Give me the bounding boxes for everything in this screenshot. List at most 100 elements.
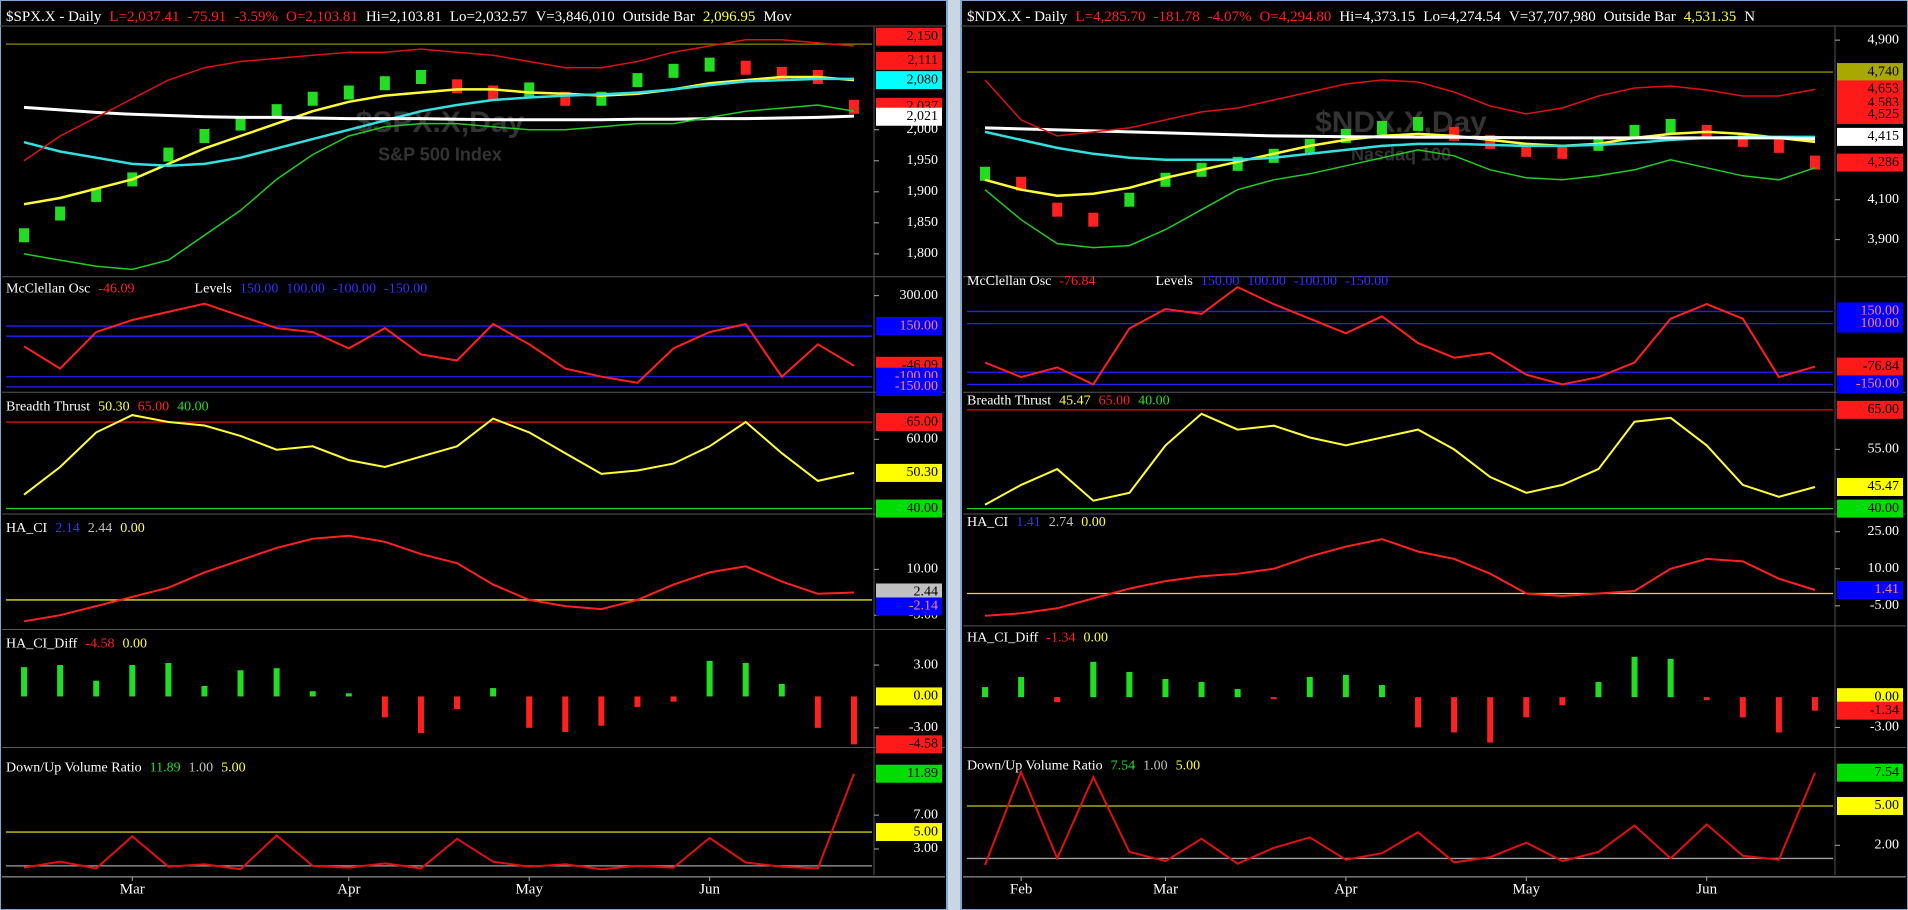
bar [1451,697,1458,733]
price-tag-label: -150.00 [895,379,938,394]
price-tag-label: 7.54 [1875,765,1900,780]
candle [19,228,30,243]
label-text: L=2,037.41 [109,9,179,25]
bar [490,688,497,697]
candle [488,85,499,100]
label-text: Down/Up Volume Ratio [967,759,1103,774]
candle [343,85,354,100]
label-row: McClellan Osc -46.09 Levels 150.00 100.00 -10… [6,282,427,297]
bar [1198,682,1205,698]
candle [632,73,643,88]
label-row: $NDX.X - Daily L=4,285.70 -181.78 -4.07% O=4… [967,9,1755,25]
y-tick-label: 1,950 [907,153,939,168]
header: $NDX.X - Daily L=4,285.70 -181.78 -4.07% O=4… [967,9,1755,25]
bar [309,691,316,697]
candle [1376,120,1387,135]
window-background [960,0,1908,910]
panel [6,773,872,871]
series-line [23,534,855,623]
label-text: 65.00 [138,400,170,415]
label-row: HA_CI 2.14 2.44 0.00 [6,521,145,536]
candle [560,91,571,106]
header: $SPX.X - Daily L=2,037.41 -75.91 -3.59% O=2,… [6,9,792,25]
x-tick-label: Apr [1334,881,1357,897]
candle [163,147,174,162]
price-tag [1837,477,1903,496]
price-tag-label: -2.14 [909,599,938,614]
y-tick-label: 1,900 [907,184,939,199]
candle [1160,172,1171,187]
series-line [23,39,855,162]
label-text: V=3,846,010 [535,9,614,25]
price-tag-label: 100.00 [1861,316,1900,331]
series-line [23,302,855,384]
price-tag [876,735,942,754]
price-tag [876,317,942,336]
price-tag-label: 4,740 [1868,64,1900,79]
bar [1739,697,1746,718]
series-line [23,77,854,168]
label-text: HA_CI [967,515,1009,530]
label-text: 0.00 [1083,631,1108,646]
label-text: 2,096.95 [703,9,756,25]
price-tag-label: 1.41 [1875,582,1900,597]
series-line [984,79,1816,137]
bar [1162,678,1169,698]
bar [1775,697,1782,733]
watermark: S&P 500 Index [378,144,502,164]
label-text: HA_CI [6,521,48,536]
series-line [23,773,855,871]
label-text: 100.00 [1247,274,1286,289]
label-text: $SPX.X - Daily [6,9,102,25]
price-tag [1837,357,1903,376]
price-tag [1837,314,1903,333]
label-text: HA_CI_Diff [967,631,1039,646]
price-tag-label: 65.00 [1868,402,1900,417]
bar [634,696,641,707]
bar [237,670,244,697]
label-text: -181.78 [1154,9,1200,25]
price-tag [1837,63,1903,82]
price-tag [1837,688,1903,707]
y-tick-label: 2.00 [1875,838,1900,853]
label-text: -4.58 [85,637,114,652]
price-tag [876,377,942,396]
series-line [984,769,1816,866]
candle [1809,155,1820,170]
price-tag [1837,796,1903,815]
bar [706,660,713,697]
bar [526,696,533,728]
price-tag-label: 0.00 [1875,689,1900,704]
candle [1629,124,1640,139]
candle [271,104,282,119]
price-tag [876,27,942,46]
candle [199,128,210,143]
price-tag-label: 11.89 [907,766,938,781]
candle [1773,138,1784,153]
y-tick-label: 3.00 [914,657,939,672]
bar [201,685,208,697]
panel [967,71,1833,249]
price-tag-label: -1.34 [1870,703,1899,718]
price-tag-label: -76.84 [1863,359,1899,374]
bar [273,668,280,697]
label-text: $NDX.X - Daily [967,9,1068,25]
series-line [984,412,1816,506]
series-line [23,105,855,122]
bar [1018,676,1025,698]
price-tag-label: 4,415 [1868,129,1900,144]
label-text: -46.09 [98,282,134,297]
candle [235,116,246,131]
label-text: Outside Bar [623,9,695,25]
price-tag [876,107,942,126]
y-tick-label: 10.00 [907,562,939,577]
candle [1413,116,1424,131]
label-text: 150.00 [1201,274,1240,289]
label-text: Down/Up Volume Ratio [6,761,142,776]
price-tag [876,764,942,783]
series-line [984,130,1815,162]
y-tick-label: 25.00 [1868,524,1900,539]
label-text: 100.00 [286,282,325,297]
